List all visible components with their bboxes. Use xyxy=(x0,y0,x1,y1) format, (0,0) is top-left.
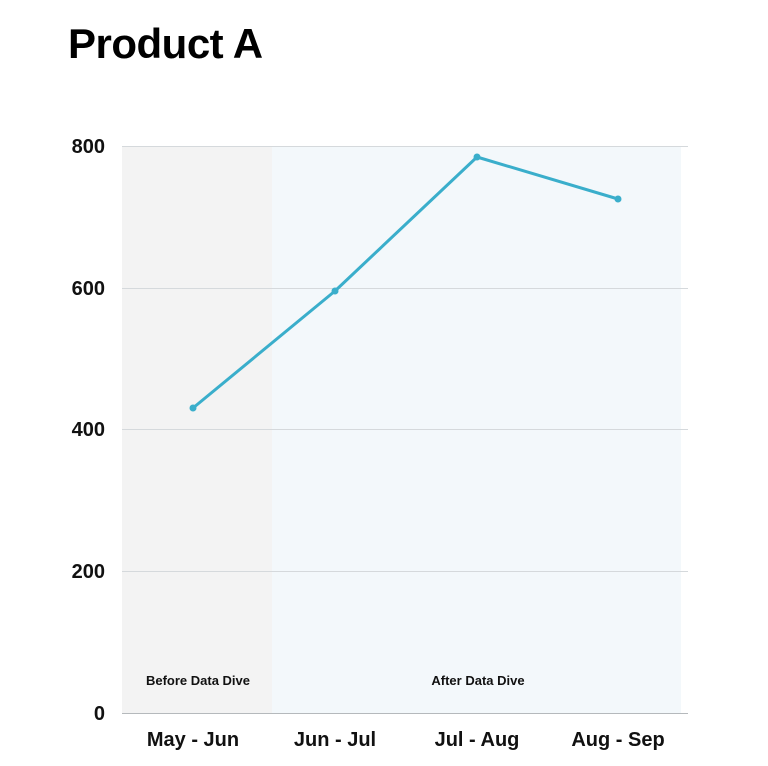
data-point[interactable] xyxy=(473,153,481,161)
y-tick-label: 400 xyxy=(72,419,105,441)
y-tick-label: 800 xyxy=(72,136,105,158)
data-point[interactable] xyxy=(614,195,622,203)
data-point[interactable] xyxy=(331,287,339,295)
data-point[interactable] xyxy=(189,404,197,412)
x-tick-label: Jun - Jul xyxy=(294,729,376,751)
after-region-label: After Data Dive xyxy=(431,673,524,688)
series-line xyxy=(191,155,620,410)
x-axis: May - Jun Jun - Jul Jul - Aug Aug - Sep xyxy=(147,729,665,751)
data-points xyxy=(189,153,622,412)
x-tick-label: Jul - Aug xyxy=(435,729,520,751)
x-tick-label: May - Jun xyxy=(147,729,239,751)
before-region-label: Before Data Dive xyxy=(146,673,250,688)
y-tick-label: 600 xyxy=(72,278,105,300)
gridlines xyxy=(122,146,688,572)
y-axis: 800 600 400 200 0 xyxy=(72,136,105,725)
x-tick-label: Aug - Sep xyxy=(571,729,664,751)
chart-title: Product A xyxy=(68,20,263,67)
y-tick-label: 0 xyxy=(94,703,105,725)
y-tick-label: 200 xyxy=(72,561,105,583)
